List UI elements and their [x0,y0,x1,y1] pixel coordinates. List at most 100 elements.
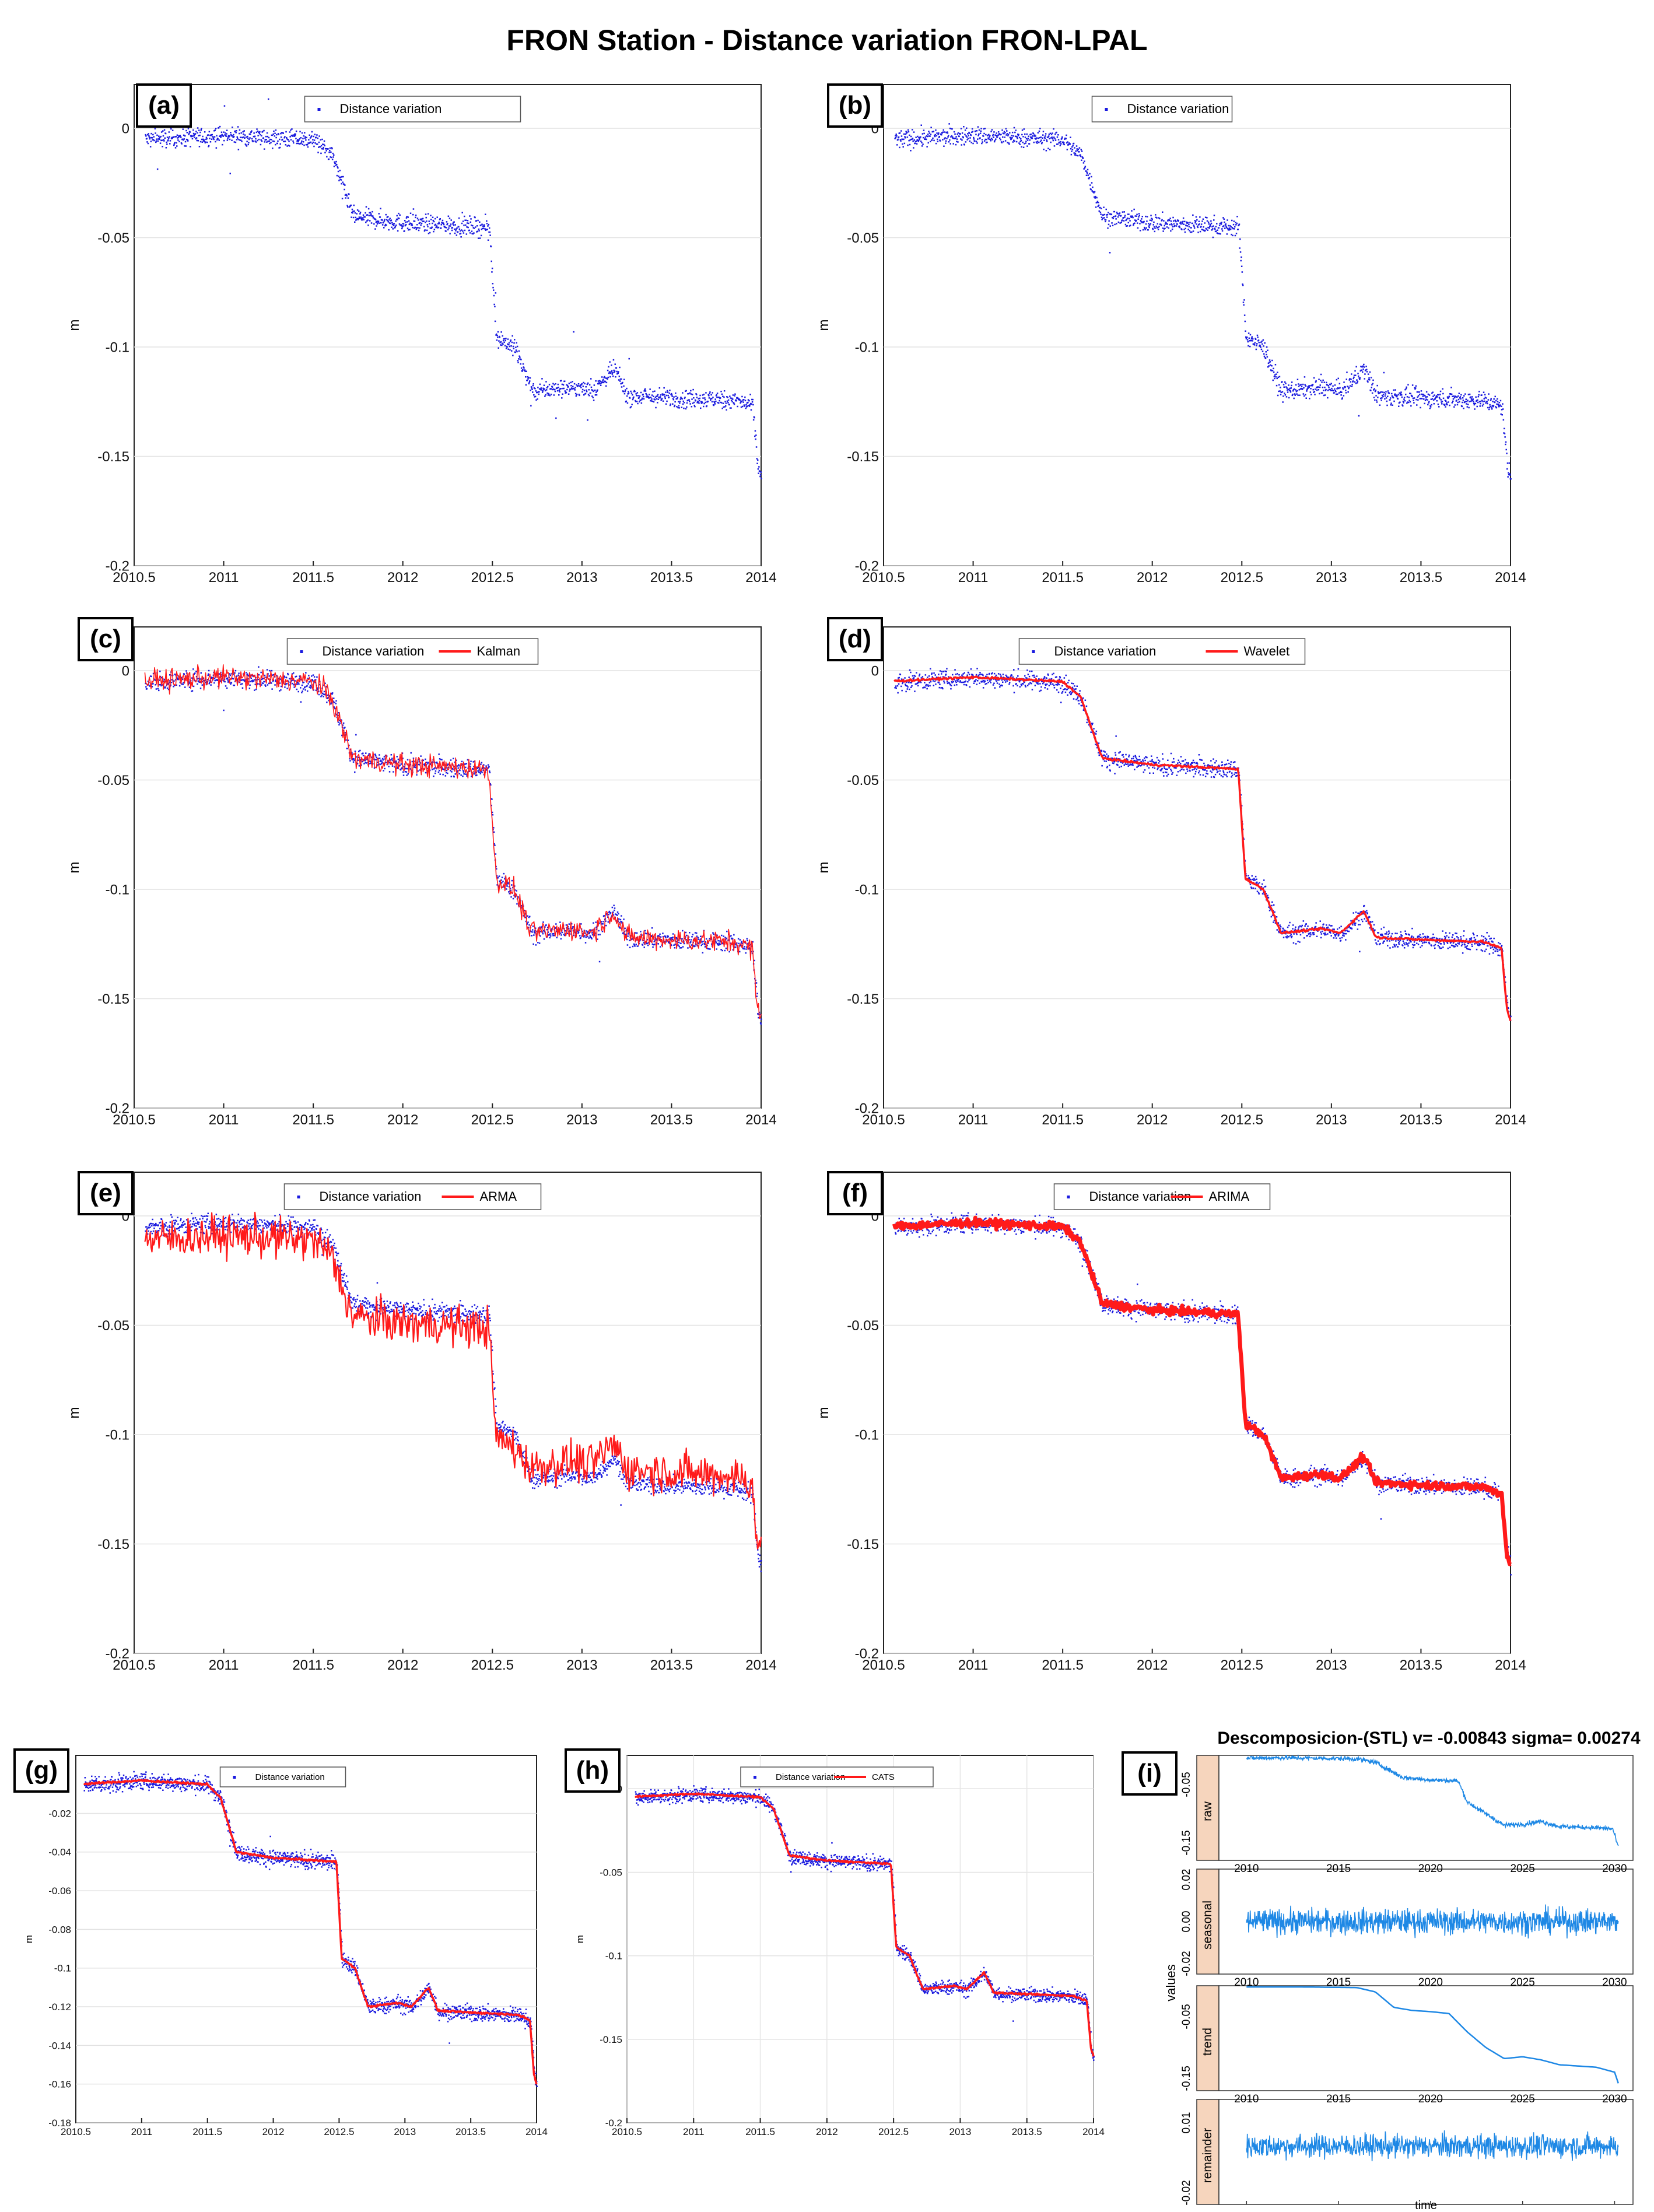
y-tick-label: -0.02 [1180,2180,1193,2205]
legend: Distance variation ARMA [283,1183,542,1210]
panel-label-text: (g) [25,1756,58,1785]
strip-label: trend [1201,2028,1214,2056]
legend-marker-distance-variation [1105,108,1108,111]
legend-label: Distance variation [340,101,442,116]
x-tick-label: 2011 [683,2126,705,2137]
y-tick-label: -0.05 [847,230,879,246]
y-tick-label: 0 [122,663,129,679]
y-tick-label: 0.01 [1180,2112,1193,2134]
strip-label: seasonal [1201,1901,1214,1950]
y-tick-label: -0.06 [48,1885,71,1896]
x-tick-label: 2013.5 [1400,1657,1442,1673]
x-tick-label: 2014 [745,570,776,586]
legend-marker-distance-variation [317,108,321,111]
panel-label-box [136,83,192,128]
y-tick-label: 0 [122,121,129,136]
subplot-area [1218,2099,1634,2205]
x-tick-label: 2010.5 [61,2126,91,2137]
stl-series-raw [1246,1754,1619,1846]
x-tick-label: 2013 [1316,570,1347,586]
panel-label-text: (b) [839,91,871,120]
panel-label: (e) [78,1171,134,1215]
stl-series-remainder [1246,2130,1619,2162]
y-tick-label: -0.2 [106,558,129,574]
y-tick-label: -0.15 [600,2034,622,2045]
y-tick-label: -0.15 [1180,1830,1193,1855]
y-tick-label: -0.08 [48,1924,71,1935]
x-tick-label: 2012.5 [1221,1657,1263,1673]
y-tick-label: -0.1 [855,339,879,355]
panel-label-text: (c) [90,625,121,653]
x-tick-label: 2020 [1418,1863,1443,1875]
x-tick-label: 2011 [958,1657,989,1673]
legend: Distance variation [219,1766,346,1787]
figure-title: FRON Station - Distance variation FRON-L… [506,24,1148,57]
y-tick-label: 0.00 [1180,1911,1193,1933]
x-tick-label: 2012.5 [878,2126,909,2137]
legend-box [304,96,521,122]
panel-label-box [565,1748,621,1793]
legend-label: Kalman [477,644,521,658]
x-tick-label: 2010.5 [862,570,905,586]
y-tick-label: -0.15 [1180,2066,1193,2091]
plot-area [883,1172,1511,1654]
legend-marker-distance-variation [297,1196,300,1198]
x-tick-label: 2015 [1326,1863,1351,1875]
x-tick-label: 2012.5 [1221,570,1263,586]
series-model [83,1779,538,2085]
x-tick-label: 2011 [209,570,239,586]
x-tick-label: 2011.5 [192,2126,222,2137]
y-tick-label: -0.18 [48,2118,71,2129]
y-axis-label: m [66,862,82,874]
panel-label: (a) [136,83,192,128]
x-tick-label: 2030 [1602,2093,1627,2105]
x-tick-label: 2015 [1326,1976,1351,1989]
x-tick-label: 2011.5 [1042,1657,1084,1673]
x-tick-label: 2012 [1137,570,1168,586]
y-tick-label: -0.05 [97,230,129,246]
y-tick-label: -0.05 [847,773,879,788]
x-tick-label: 2011 [958,570,989,586]
legend-label: Distance variation [1054,644,1157,658]
x-axis-label: time [1415,2199,1437,2212]
y-axis-label: m [66,1407,82,1419]
legend-box [219,1766,346,1787]
legend-box [1091,96,1233,122]
panel-label-box [1122,1751,1178,1796]
panel-label-box [827,83,883,128]
x-tick-label: 2012 [387,1112,418,1128]
legend-label: CATS [872,1772,895,1782]
y-tick-label: -0.1 [106,1427,129,1443]
y-tick-label: -0.02 [48,1808,71,1819]
x-tick-label: 2011.5 [745,2126,775,2137]
y-tick-label: -0.2 [855,1100,879,1116]
y-tick-label: -0.15 [847,449,879,465]
stl-series-seasonal [1246,1904,1619,1938]
strip-label: remainder [1201,2128,1214,2183]
strip-label: raw [1201,1801,1214,1821]
legend-marker-distance-variation [1032,650,1035,653]
legend-box [283,1183,542,1210]
y-axis-label: m [816,320,832,331]
x-tick-label: 2010 [1234,1863,1259,1875]
x-tick-label: 2030 [1602,1976,1627,1989]
x-tick-label: 2025 [1511,2093,1535,2105]
strip-trend [1196,1985,1220,2091]
y-tick-label: -0.05 [1180,1772,1193,1797]
x-tick-label: 2011.5 [292,1657,334,1673]
y-axis-label: values [1164,1964,1178,2001]
x-tick-label: 2012.5 [471,1112,514,1128]
plot-area [134,1172,762,1654]
x-tick-label: 2010.5 [113,1657,155,1673]
y-tick-label: 0.02 [1180,1869,1193,1891]
panel-label: (f) [827,1171,883,1215]
y-tick-label: -0.12 [48,2001,71,2013]
legend-label: Distance variation [776,1772,845,1782]
y-tick-label: -0.14 [48,2040,71,2051]
x-tick-label: 2025 [1511,1976,1535,1989]
subplot-area [1218,1755,1634,1861]
